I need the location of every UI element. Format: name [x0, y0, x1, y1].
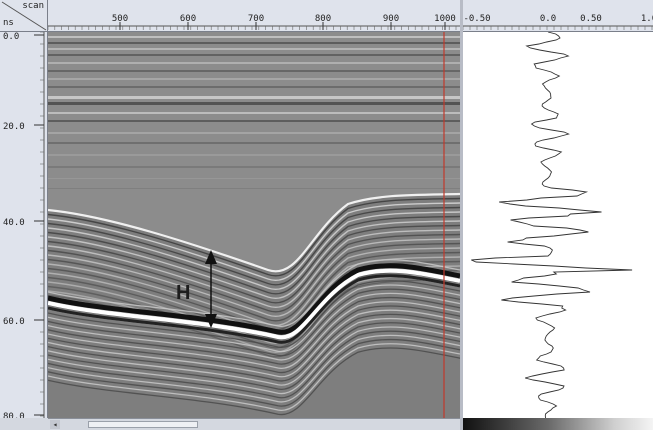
- scan-axis-label: scan: [22, 1, 44, 11]
- radargram-image[interactable]: [48, 32, 460, 418]
- time-tick-label: 60.0: [3, 317, 25, 327]
- color-scale-bar: [463, 418, 653, 430]
- amplitude-tick-label: -0.50: [463, 14, 490, 24]
- amplitude-ruler: -0.50 0.0 0.50 1.0: [463, 0, 653, 32]
- axis-corner: scan ns: [0, 0, 48, 32]
- horizontal-scrollbar[interactable]: ◂: [48, 418, 460, 430]
- trace-panel: [463, 32, 653, 418]
- scan-tick-label: 500: [112, 14, 128, 24]
- amplitude-tick-label: 0.0: [540, 14, 556, 24]
- strong-reflector: [48, 263, 460, 335]
- time-ruler: 0.0 20.0 40.0 60.0 80.0: [0, 32, 48, 418]
- scrollbar-corner: [0, 418, 48, 430]
- upper-reflector: [48, 192, 460, 273]
- scan-ruler: 500 600 700 800 900 1000: [48, 0, 460, 32]
- panel-divider[interactable]: [460, 0, 463, 430]
- scan-tick-label: 900: [383, 14, 399, 24]
- thickness-arrow: [205, 250, 217, 328]
- time-tick-label: 40.0: [3, 218, 25, 228]
- arrow-left-icon[interactable]: ◂: [50, 420, 60, 429]
- time-axis-label: ns: [3, 18, 14, 28]
- scan-tick-label: 700: [248, 14, 264, 24]
- trace-waveform: [471, 32, 633, 418]
- thickness-label: H: [176, 282, 191, 304]
- corner-diagonal: [1, 1, 47, 31]
- scan-tick-label: 800: [315, 14, 331, 24]
- scan-tick-label: 1000: [434, 14, 456, 24]
- time-tick-label: 20.0: [3, 122, 25, 132]
- scan-tick-label: 600: [180, 14, 196, 24]
- amplitude-tick-label: 0.50: [580, 14, 602, 24]
- time-tick-label: 0.0: [3, 32, 19, 42]
- amplitude-tick-label: 1.0: [641, 14, 653, 24]
- scrollbar-thumb[interactable]: [88, 421, 198, 428]
- time-tick-label: 80.0: [3, 412, 25, 418]
